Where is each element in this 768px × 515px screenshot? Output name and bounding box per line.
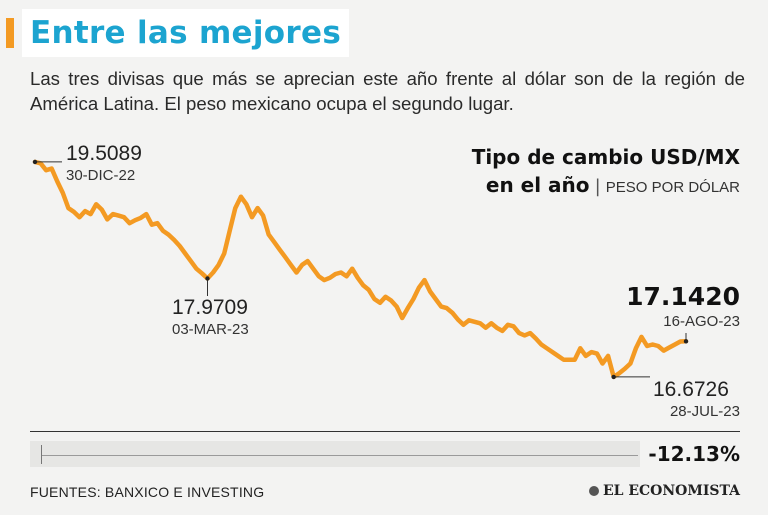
change-percent-label: -12.13% xyxy=(648,442,740,466)
brand-name: EL ECONOMISTA xyxy=(602,483,740,499)
start-marker xyxy=(32,159,38,165)
low2-value-label: 16.6726 xyxy=(653,378,729,401)
page-subtitle: Las tres divisas que más se aprecian est… xyxy=(30,68,745,114)
chart-divider xyxy=(30,431,740,432)
chart-title-line2: en el año xyxy=(485,173,590,197)
latest-value-label: 17.1420 xyxy=(626,282,740,311)
chart-title: Tipo de cambio USD/MX en el año | PESO P… xyxy=(472,144,740,201)
low2-date-label: 28-JUL-23 xyxy=(669,403,740,420)
title-box: Entre las mejores xyxy=(22,9,350,57)
brand-icon xyxy=(588,486,599,496)
low1-date-label: 03-MAR-23 xyxy=(172,321,249,338)
change-track xyxy=(30,441,640,467)
page-title: Entre las mejores xyxy=(30,15,342,51)
change-track-tick xyxy=(41,445,42,464)
low1-value-label: 17.9709 xyxy=(172,296,248,319)
low2-marker xyxy=(611,374,616,380)
latest-marker xyxy=(683,339,689,344)
chart-title-separator: | xyxy=(594,176,601,197)
start-value-label: 19.5089 xyxy=(66,142,142,165)
title-accent-bar xyxy=(6,18,14,48)
start-date-label: 30-DIC-22 xyxy=(66,167,136,184)
sources-label: FUENTES: BANXICO E INVESTING xyxy=(30,484,265,500)
brand-logo: EL ECONOMISTA xyxy=(588,483,740,499)
chart-unit-label: PESO POR DÓLAR xyxy=(605,179,740,196)
change-track-line xyxy=(42,455,638,456)
series-line-usd-mxn xyxy=(32,159,689,380)
low1-marker xyxy=(205,276,210,281)
chart-title-line1: Tipo de cambio USD/MX xyxy=(471,145,740,169)
latest-date-label: 16-AGO-23 xyxy=(663,313,740,330)
